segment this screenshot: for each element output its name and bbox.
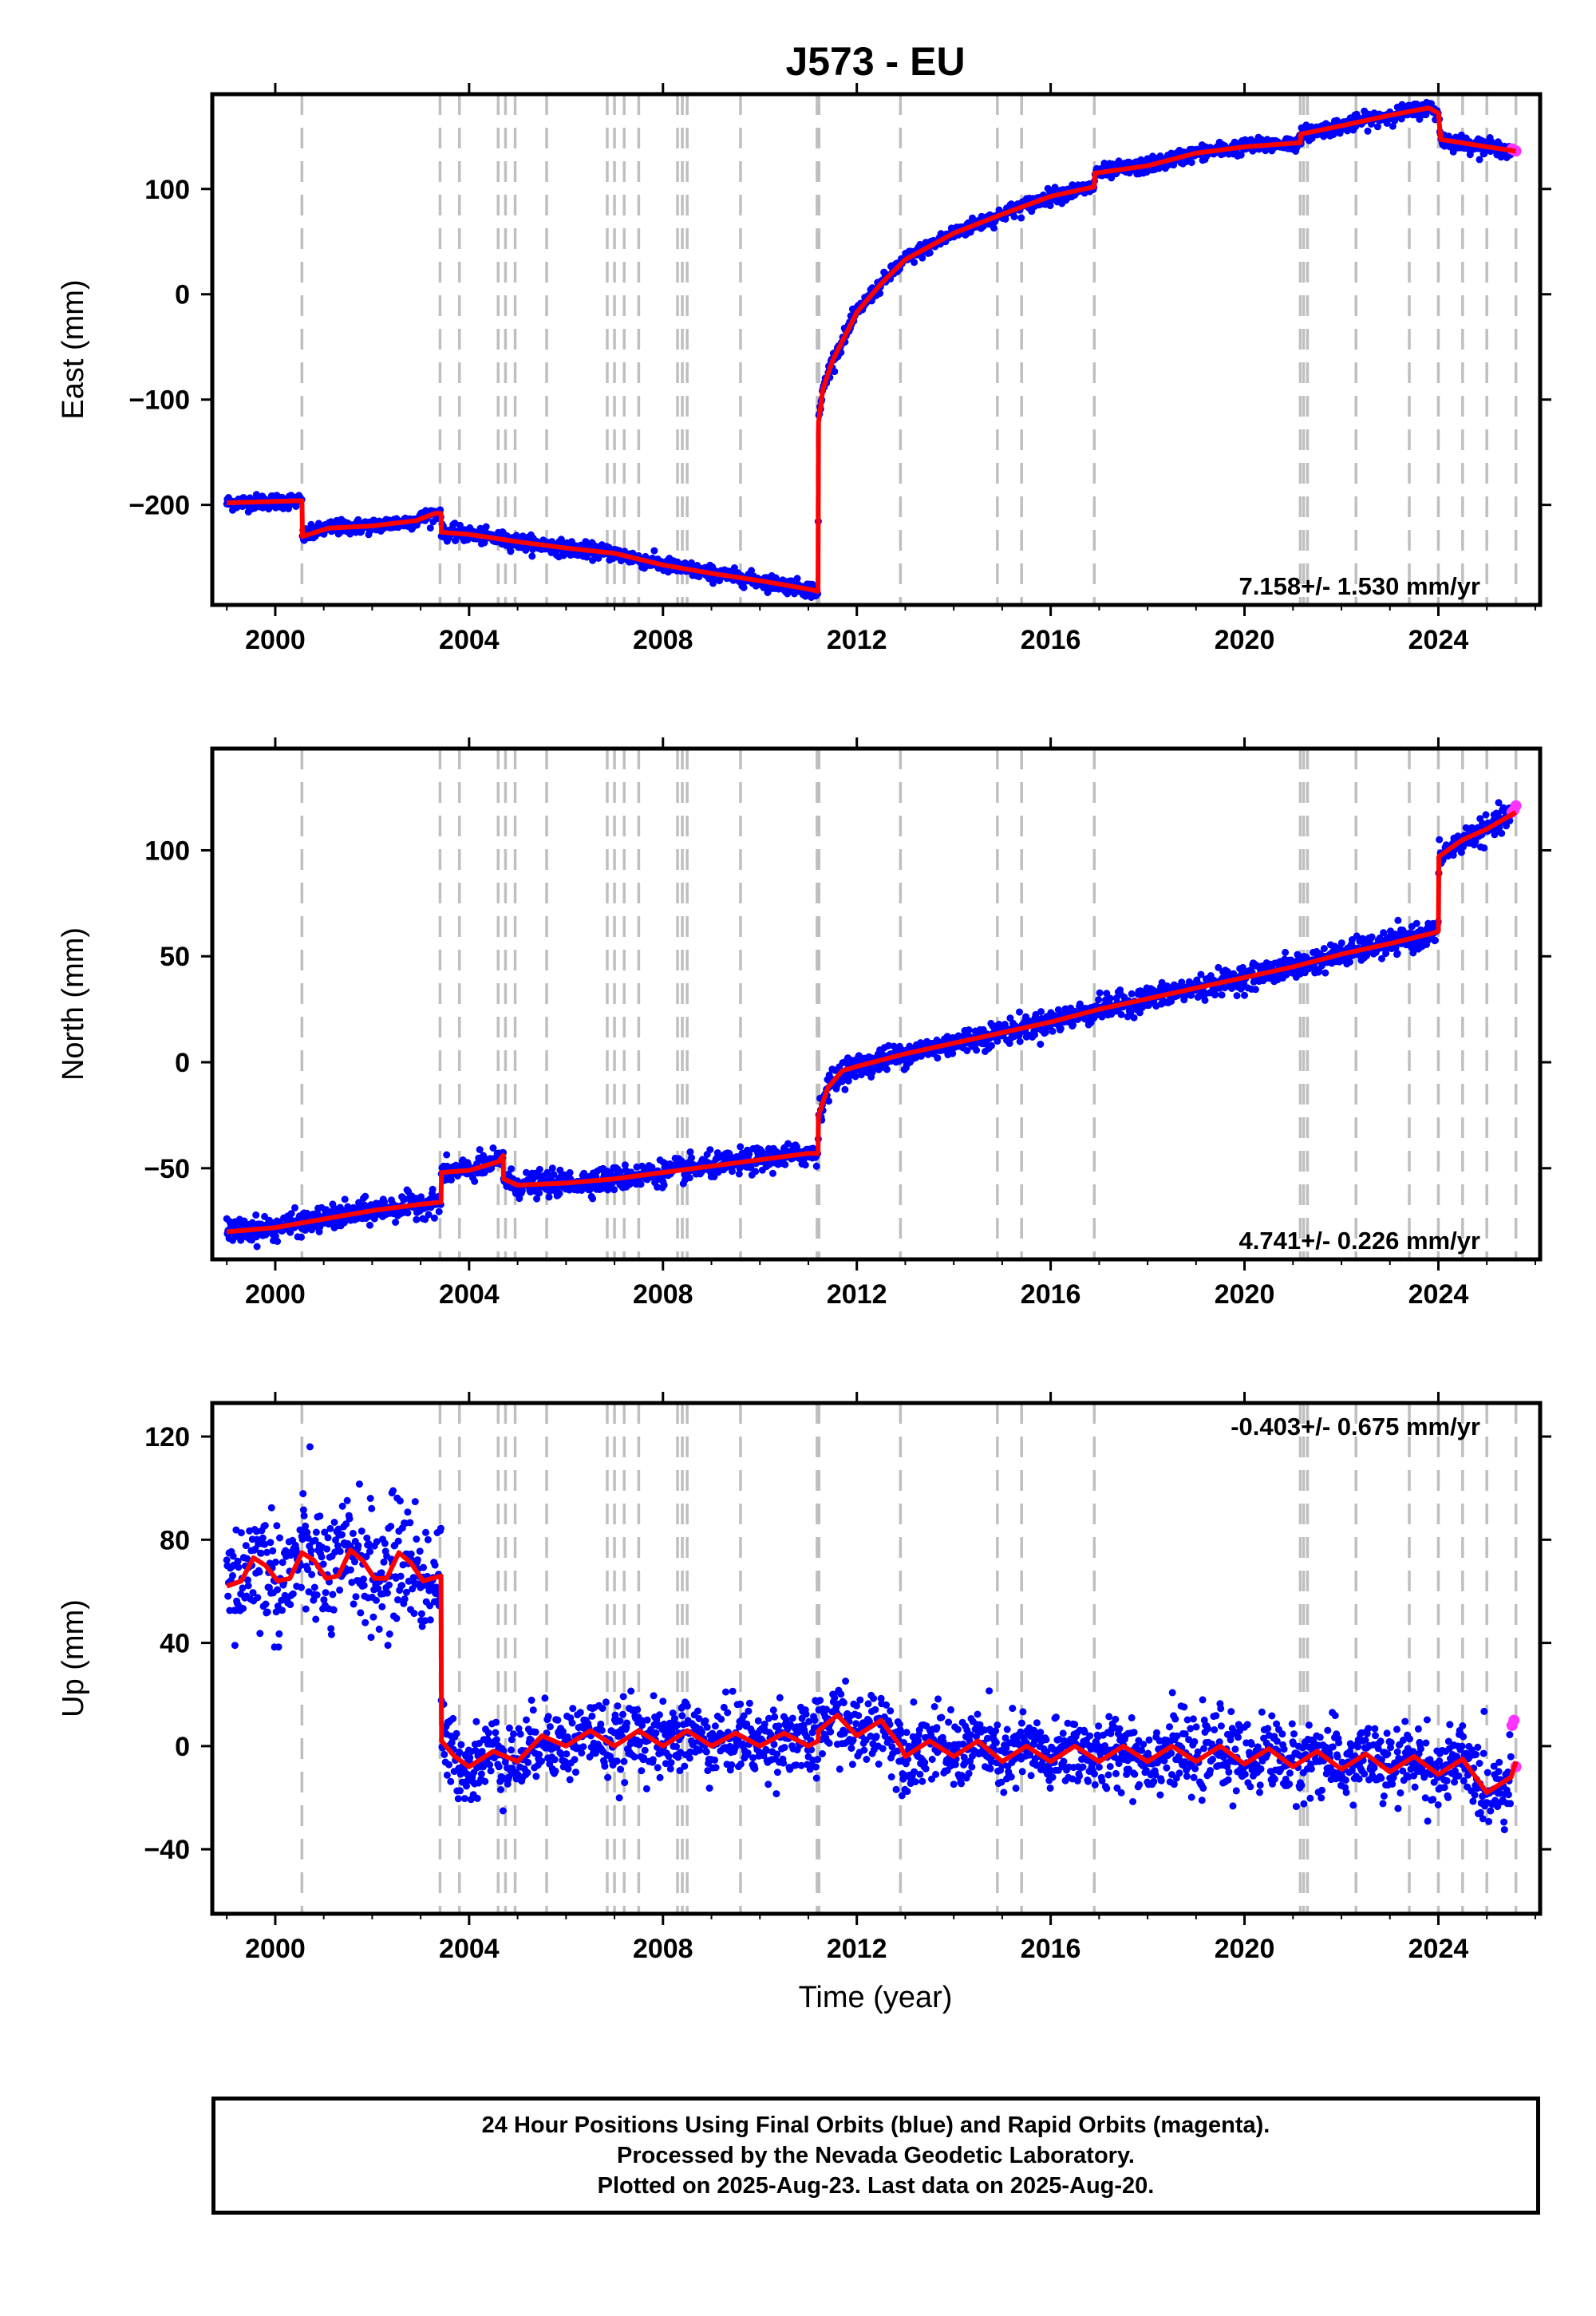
north-x-tick-label: 2012 bbox=[827, 1279, 887, 1310]
up-rapid-orbit-point bbox=[1508, 1714, 1520, 1726]
east-final-orbit-scatter bbox=[223, 98, 1515, 601]
east-plot-area bbox=[223, 94, 1522, 605]
up-x-tick-label: 2020 bbox=[1215, 1934, 1275, 1964]
up-final-orbit-scatter bbox=[223, 1443, 1515, 1834]
north-final-orbit-scatter bbox=[223, 799, 1515, 1251]
north-y-axis-label: North (mm) bbox=[57, 927, 90, 1081]
panel-east: 2000 2004 2008 2012 2016 2020 2024 −200 −100 0 100… bbox=[57, 83, 1551, 655]
north-x-tick-label: 2024 bbox=[1408, 1279, 1469, 1310]
up-x-tick-label: 2008 bbox=[633, 1934, 693, 1964]
east-axes-frame bbox=[210, 92, 1543, 607]
east-x-tick-label: 2004 bbox=[439, 625, 500, 655]
east-x-tick-label: 2012 bbox=[827, 625, 887, 655]
up-y-tick-label: 80 bbox=[160, 1525, 190, 1555]
east-y-tick-label: 0 bbox=[175, 280, 190, 310]
east-x-tick-label: 2000 bbox=[245, 625, 306, 655]
caption-line-2: Processed by the Nevada Geodetic Laborat… bbox=[617, 2143, 1135, 2168]
up-x-tick-label: 2012 bbox=[827, 1934, 887, 1964]
caption-box: 24 Hour Positions Using Final Orbits (bl… bbox=[211, 2097, 1540, 2215]
up-x-tick-label: 2000 bbox=[245, 1934, 306, 1964]
caption-line-3: Plotted on 2025-Aug-23. Last data on 202… bbox=[597, 2173, 1155, 2199]
north-model-line bbox=[226, 810, 1518, 1235]
north-rate-label: 4.741+/- 0.226 mm/yr bbox=[1239, 1227, 1480, 1255]
x-axis-label: Time (year) bbox=[799, 1981, 953, 2014]
east-y-tick-label: −100 bbox=[128, 385, 190, 416]
up-y-tick-label: 0 bbox=[175, 1732, 190, 1762]
east-y-tick-label: 100 bbox=[144, 175, 190, 205]
panel-north: 2000 2004 2008 2012 2016 2020 2024 −50 0 50 100 Nor… bbox=[57, 737, 1551, 1310]
north-x-tick-label: 2016 bbox=[1021, 1279, 1081, 1310]
up-y-tick-label: 40 bbox=[160, 1629, 190, 1659]
up-x-tick-label: 2024 bbox=[1408, 1934, 1469, 1964]
east-final-orbit-points bbox=[223, 98, 1515, 601]
north-y-tick-label: 50 bbox=[160, 942, 190, 972]
up-plot-area bbox=[223, 1403, 1522, 1914]
up-y-axis-label: Up (mm) bbox=[57, 1599, 90, 1717]
panel-up: 2000 2004 2008 2012 2016 2020 2024 −40 0 40 80 120 U… bbox=[57, 1392, 1551, 1964]
up-x-tick-label: 2016 bbox=[1021, 1934, 1081, 1964]
north-x-tick-label: 2004 bbox=[439, 1279, 500, 1310]
east-rapid-orbit-point bbox=[1510, 145, 1522, 157]
up-x-tick-label: 2004 bbox=[439, 1934, 500, 1964]
up-y-tick-label: −40 bbox=[144, 1835, 190, 1865]
up-y-tick-label: 120 bbox=[144, 1422, 190, 1452]
north-x-tick-label: 2020 bbox=[1215, 1279, 1275, 1310]
north-y-tick-label: −50 bbox=[144, 1154, 190, 1184]
up-final-orbit-points bbox=[223, 1443, 1515, 1834]
east-x-tick-label: 2020 bbox=[1215, 625, 1275, 655]
east-x-tick-label: 2016 bbox=[1021, 625, 1081, 655]
north-plot-area bbox=[223, 749, 1522, 1259]
figure-title: J573 - EU bbox=[785, 39, 965, 84]
caption-line-1: 24 Hour Positions Using Final Orbits (bl… bbox=[481, 2112, 1270, 2138]
north-y-tick-label: 100 bbox=[144, 836, 190, 866]
north-final-orbit-points bbox=[223, 799, 1515, 1251]
north-x-tick-label: 2008 bbox=[633, 1279, 693, 1310]
north-rapid-orbit-point bbox=[1510, 800, 1522, 812]
up-axes-frame bbox=[210, 1401, 1543, 1916]
east-y-tick-label: −200 bbox=[128, 491, 190, 521]
east-x-tick-label: 2024 bbox=[1408, 625, 1469, 655]
north-x-tick-label: 2000 bbox=[245, 1279, 306, 1310]
east-x-tick-label: 2008 bbox=[633, 625, 693, 655]
east-model-line bbox=[227, 105, 1517, 594]
east-y-axis-label: East (mm) bbox=[57, 279, 90, 419]
north-y-tick-label: 0 bbox=[175, 1048, 190, 1078]
up-model-line bbox=[226, 1547, 1519, 1796]
up-rate-label: -0.403+/- 0.675 mm/yr bbox=[1231, 1413, 1480, 1441]
east-rate-label: 7.158+/- 1.530 mm/yr bbox=[1239, 572, 1480, 600]
north-axes-frame bbox=[210, 746, 1543, 1262]
